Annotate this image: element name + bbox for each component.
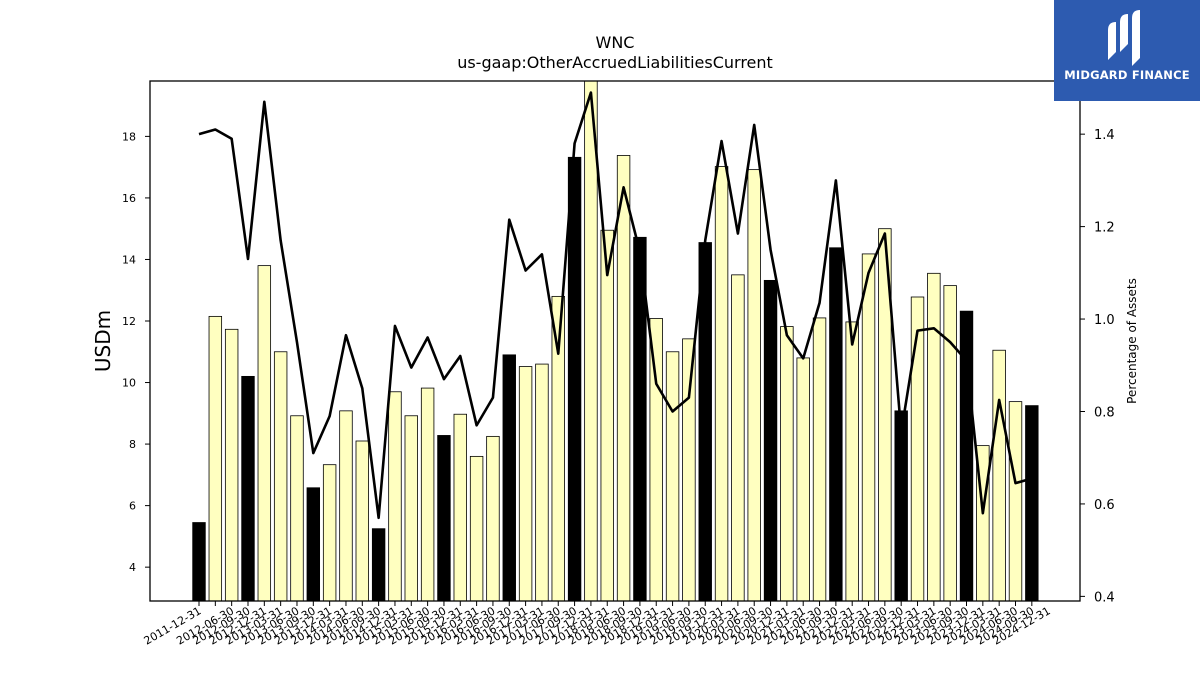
y2-tick-label: 0.8 [1094,405,1115,420]
chart-subtitle: us-gaap:OtherAccruedLiabilitiesCurrent [457,53,773,72]
bar [992,349,1006,602]
bar [649,318,663,602]
y-tick-label: 16 [122,192,136,205]
bar [747,169,761,602]
bar [208,315,223,602]
right-axis-ticks: 0.4 0.6 0.8 1.0 1.2 1.4 [1080,128,1115,605]
bars-group [192,80,1039,602]
bar [1008,401,1023,602]
bar [322,464,337,602]
bar [371,528,386,602]
bar [306,487,321,602]
bar [388,391,402,602]
y2-tick-label: 0.4 [1094,590,1115,605]
percentage-line [198,91,1033,520]
bar [714,166,729,602]
bar [257,265,272,602]
y-axis-label: USDm [91,310,115,372]
bar [290,415,304,602]
bar [616,155,631,602]
y-tick-label: 18 [122,130,136,143]
bar [502,354,516,602]
y-tick-label: 10 [122,377,136,390]
bar [486,435,500,602]
bar [910,296,925,602]
bar [780,326,794,602]
bar [665,351,680,602]
bar [192,522,206,602]
y-tick-label: 6 [129,500,136,513]
bar [829,247,843,602]
bar [273,351,288,602]
midgard-finance-logo: MIDGARD FINANCE [1054,0,1200,101]
bar [518,366,533,602]
bar [861,253,876,602]
line-group [198,91,1033,520]
x-axis-ticks: 2011-12-312012-06-302012-09-302012-12-31… [142,601,1053,648]
bar [453,413,467,602]
bar [584,80,598,602]
y2-tick-label: 1.2 [1094,221,1115,236]
bar [763,279,778,602]
bar [241,375,255,602]
y2-tick-label: 0.6 [1094,498,1115,513]
y-tick-label: 12 [122,315,136,328]
bar [339,410,353,602]
bar [224,328,239,602]
bar [600,229,614,602]
logo-text: MIDGARD FINANCE [1064,68,1190,82]
y2-tick-label: 1.4 [1094,128,1115,143]
bar [355,440,370,602]
chart-title: WNC [596,33,635,52]
bar [1025,405,1039,602]
bar [731,274,745,602]
bar [698,242,712,602]
left-axis-ticks: 4 6 8 10 12 14 16 18 [122,130,150,574]
bar [943,285,957,602]
bar [535,363,549,602]
bar [567,156,582,602]
bar [437,435,451,602]
y2-axis-label: Percentage of Assets [1125,278,1139,404]
y-tick-label: 14 [122,253,136,266]
y-tick-label: 8 [129,438,136,451]
plot-frame [149,80,1081,602]
bar [404,415,418,602]
bar [812,317,827,602]
bar [796,357,810,602]
bar [682,338,696,602]
bar [845,321,859,602]
bar [927,272,941,602]
y-tick-label: 4 [129,561,136,574]
bar [894,410,908,602]
bar [420,387,435,602]
logo-mark-icon [1108,10,1140,66]
bar [469,455,484,602]
y2-tick-label: 1.0 [1094,313,1115,328]
